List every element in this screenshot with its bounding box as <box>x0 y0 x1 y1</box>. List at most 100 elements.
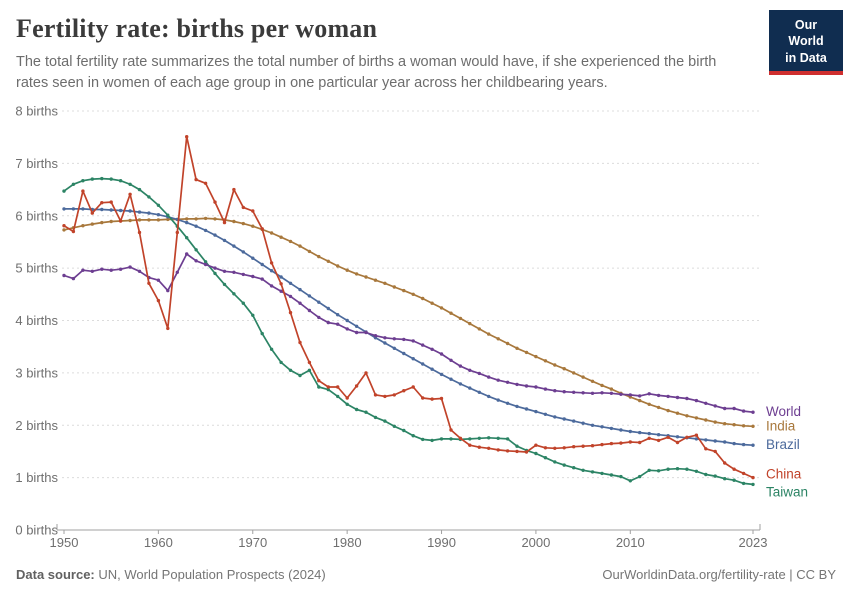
series-marker-china <box>647 436 651 440</box>
series-marker-china <box>251 209 255 213</box>
series-marker-india <box>449 311 453 315</box>
attribution-link[interactable]: OurWorldinData.org/fertility-rate | CC B… <box>602 567 836 582</box>
series-marker-india <box>524 350 529 355</box>
series-marker-brazil <box>675 435 680 439</box>
series-marker-china <box>572 445 576 449</box>
series-marker-india <box>288 239 293 244</box>
series-marker-taiwan <box>581 468 585 472</box>
chart-footer: Data source: UN, World Population Prospe… <box>16 567 836 582</box>
y-axis-tick-label: 5 births <box>15 261 58 276</box>
series-marker-india <box>336 264 340 268</box>
series-marker-taiwan <box>562 463 566 467</box>
series-marker-india <box>279 235 283 239</box>
series-marker-china <box>279 282 283 286</box>
x-axis-tick-label: 2000 <box>521 535 550 550</box>
series-label-taiwan[interactable]: Taiwan <box>766 484 808 499</box>
series-marker-india <box>62 228 66 232</box>
series-line-china[interactable] <box>63 135 754 479</box>
series-marker-brazil <box>638 430 642 435</box>
series-marker-china <box>590 444 595 448</box>
series-marker-brazil <box>269 269 274 273</box>
series-marker-brazil <box>279 275 283 279</box>
series-marker-india <box>100 220 104 225</box>
series-marker-china <box>723 461 727 465</box>
series-marker-brazil <box>213 233 217 237</box>
series-marker-taiwan <box>553 460 557 464</box>
series-marker-taiwan <box>600 471 604 476</box>
series-marker-china <box>515 449 519 454</box>
series-marker-china <box>156 298 161 303</box>
series-marker-india <box>751 424 755 428</box>
series-marker-taiwan <box>118 179 123 183</box>
series-marker-taiwan <box>345 402 349 406</box>
series-marker-world <box>411 339 415 343</box>
series-marker-india <box>572 371 576 375</box>
series-marker-taiwan <box>723 477 727 481</box>
series-marker-brazil <box>336 313 340 317</box>
series-marker-world <box>260 277 264 281</box>
series-marker-brazil <box>203 228 208 233</box>
series-marker-world <box>194 259 198 263</box>
series-marker-taiwan <box>496 436 500 440</box>
series-marker-india <box>496 337 500 341</box>
series-marker-taiwan <box>638 474 642 479</box>
series-marker-taiwan <box>147 195 151 199</box>
owid-logo[interactable]: Our World in Data <box>769 10 843 75</box>
data-source-label: Data source: <box>16 567 95 582</box>
series-marker-india <box>402 288 406 293</box>
series-marker-india <box>723 422 727 426</box>
series-marker-india <box>590 379 595 383</box>
series-marker-taiwan <box>534 451 538 456</box>
series-marker-taiwan <box>336 394 340 399</box>
series-marker-brazil <box>562 417 566 421</box>
series-marker-china <box>307 360 312 365</box>
series-marker-world <box>156 278 161 282</box>
series-marker-india <box>411 292 415 296</box>
series-marker-brazil <box>468 386 472 390</box>
series-marker-world <box>118 267 123 271</box>
series-marker-india <box>364 275 368 279</box>
series-marker-world <box>600 391 604 395</box>
series-marker-taiwan <box>241 301 245 305</box>
series-label-brazil[interactable]: Brazil <box>766 437 800 452</box>
x-axis-tick-label: 1950 <box>50 535 79 550</box>
series-marker-china <box>675 440 680 445</box>
series-marker-taiwan <box>411 434 415 438</box>
series-marker-world <box>590 391 595 395</box>
series-marker-india <box>241 221 245 226</box>
series-marker-world <box>185 252 189 256</box>
fertility-chart[interactable]: 0 births 1 births 2 births 3 births 4 births… <box>0 100 850 560</box>
series-marker-india <box>638 398 642 403</box>
series-marker-taiwan <box>62 189 66 193</box>
series-marker-taiwan <box>392 424 396 428</box>
series-marker-china <box>458 436 463 440</box>
series-marker-world <box>685 396 689 401</box>
series-marker-taiwan <box>449 437 453 441</box>
y-axis-tick-label: 1 births <box>15 470 58 485</box>
y-axis-tick-label: 4 births <box>15 313 58 328</box>
series-marker-india <box>534 354 538 359</box>
series-marker-india <box>345 268 349 272</box>
series-marker-brazil <box>326 306 330 311</box>
series-line-taiwan[interactable] <box>63 177 754 486</box>
series-marker-india <box>232 219 236 224</box>
page-title: Fertility rate: births per woman <box>16 14 378 43</box>
series-marker-brazil <box>260 262 264 267</box>
series-marker-china <box>109 200 113 204</box>
x-axis-tick-label: 2023 <box>739 535 768 550</box>
series-marker-world <box>656 393 661 398</box>
series-marker-brazil <box>307 294 312 298</box>
chart-subtitle: The total fertility rate summarizes the … <box>16 54 717 92</box>
series-marker-taiwan <box>439 437 444 441</box>
series-marker-taiwan <box>383 419 387 423</box>
series-marker-india <box>147 218 151 222</box>
series-marker-brazil <box>430 367 434 371</box>
series-marker-brazil <box>62 207 66 211</box>
series-marker-taiwan <box>515 444 519 448</box>
series-label-india[interactable]: India <box>766 418 796 433</box>
series-marker-taiwan <box>619 474 623 479</box>
series-marker-world <box>713 404 717 408</box>
series-marker-china <box>619 441 623 445</box>
series-label-china[interactable]: China <box>766 467 802 482</box>
series-label-world[interactable]: World <box>766 404 801 419</box>
